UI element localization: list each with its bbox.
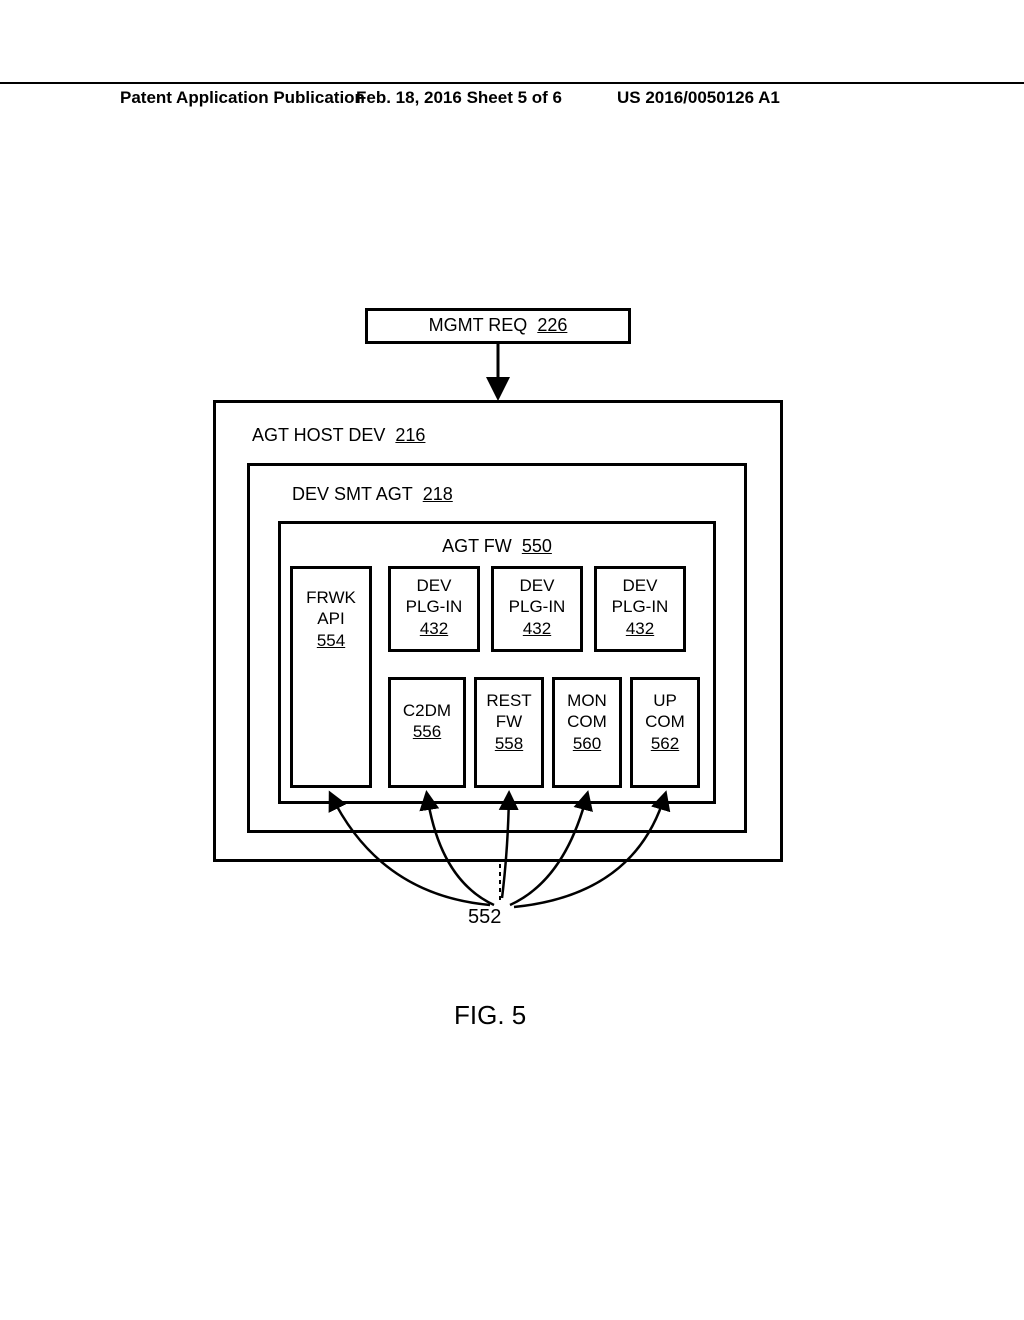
agt-host-label: AGT HOST DEV 216 — [252, 425, 425, 446]
plugin1-l2: PLG-IN — [509, 597, 566, 616]
upcom-label: UP COM 562 — [633, 690, 697, 754]
restfw-box: REST FW 558 — [474, 677, 544, 788]
up-ref: 562 — [651, 734, 679, 753]
agt-fw-label: AGT FW 550 — [281, 536, 713, 557]
dev-smt-text: DEV SMT AGT — [292, 484, 413, 504]
moncom-box: MON COM 560 — [552, 677, 622, 788]
plugin1-l1: DEV — [520, 576, 555, 595]
patent-page: Patent Application Publication Feb. 18, … — [0, 0, 1024, 1320]
agt-fw-text: AGT FW — [442, 536, 512, 556]
plugin-box-2: DEV PLG-IN 432 — [594, 566, 686, 652]
header-middle: Feb. 18, 2016 Sheet 5 of 6 — [356, 88, 562, 108]
rest-ref: 558 — [495, 734, 523, 753]
plugin0-ref: 432 — [420, 619, 448, 638]
frwk-api-l1: FRWK — [306, 588, 356, 607]
plugin2-l2: PLG-IN — [612, 597, 669, 616]
dev-smt-ref: 218 — [423, 484, 453, 504]
moncom-label: MON COM 560 — [555, 690, 619, 754]
agt-host-text: AGT HOST DEV — [252, 425, 385, 445]
plugin2-ref: 432 — [626, 619, 654, 638]
agt-host-ref: 216 — [395, 425, 425, 445]
figure-caption: FIG. 5 — [454, 1000, 526, 1031]
frwk-api-l2: API — [317, 609, 344, 628]
header-right: US 2016/0050126 A1 — [617, 88, 780, 108]
plugin0-l1: DEV — [417, 576, 452, 595]
callout-552: 552 — [468, 906, 501, 929]
rest-l1: REST — [486, 691, 531, 710]
up-l1: UP — [653, 691, 677, 710]
plugin0-l2: PLG-IN — [406, 597, 463, 616]
frwk-api-label: FRWK API 554 — [293, 587, 369, 651]
mon-l2: COM — [567, 712, 607, 731]
rest-l2: FW — [496, 712, 522, 731]
restfw-label: REST FW 558 — [477, 690, 541, 754]
agt-fw-ref: 550 — [522, 536, 552, 556]
up-l2: COM — [645, 712, 685, 731]
plugin-label-1: DEV PLG-IN 432 — [494, 575, 580, 639]
dev-smt-label: DEV SMT AGT 218 — [292, 484, 453, 505]
c2dm-l1: C2DM — [403, 701, 451, 720]
header-rule — [0, 82, 1024, 84]
mgmt-req-box: MGMT REQ 226 — [365, 308, 631, 344]
plugin-box-0: DEV PLG-IN 432 — [388, 566, 480, 652]
mgmt-req-ref: 226 — [537, 315, 567, 335]
mgmt-req-text: MGMT REQ — [429, 315, 528, 335]
mgmt-req-label: MGMT REQ 226 — [368, 315, 628, 336]
c2dm-ref: 556 — [413, 722, 441, 741]
c2dm-label: C2DM 556 — [391, 700, 463, 743]
mon-ref: 560 — [573, 734, 601, 753]
c2dm-box: C2DM 556 — [388, 677, 466, 788]
mon-l1: MON — [567, 691, 607, 710]
plugin-label-0: DEV PLG-IN 432 — [391, 575, 477, 639]
frwk-api-box: FRWK API 554 — [290, 566, 372, 788]
plugin-label-2: DEV PLG-IN 432 — [597, 575, 683, 639]
frwk-api-ref: 554 — [317, 631, 345, 650]
upcom-box: UP COM 562 — [630, 677, 700, 788]
header-left: Patent Application Publication — [120, 88, 365, 108]
plugin2-l1: DEV — [623, 576, 658, 595]
plugin-box-1: DEV PLG-IN 432 — [491, 566, 583, 652]
plugin1-ref: 432 — [523, 619, 551, 638]
